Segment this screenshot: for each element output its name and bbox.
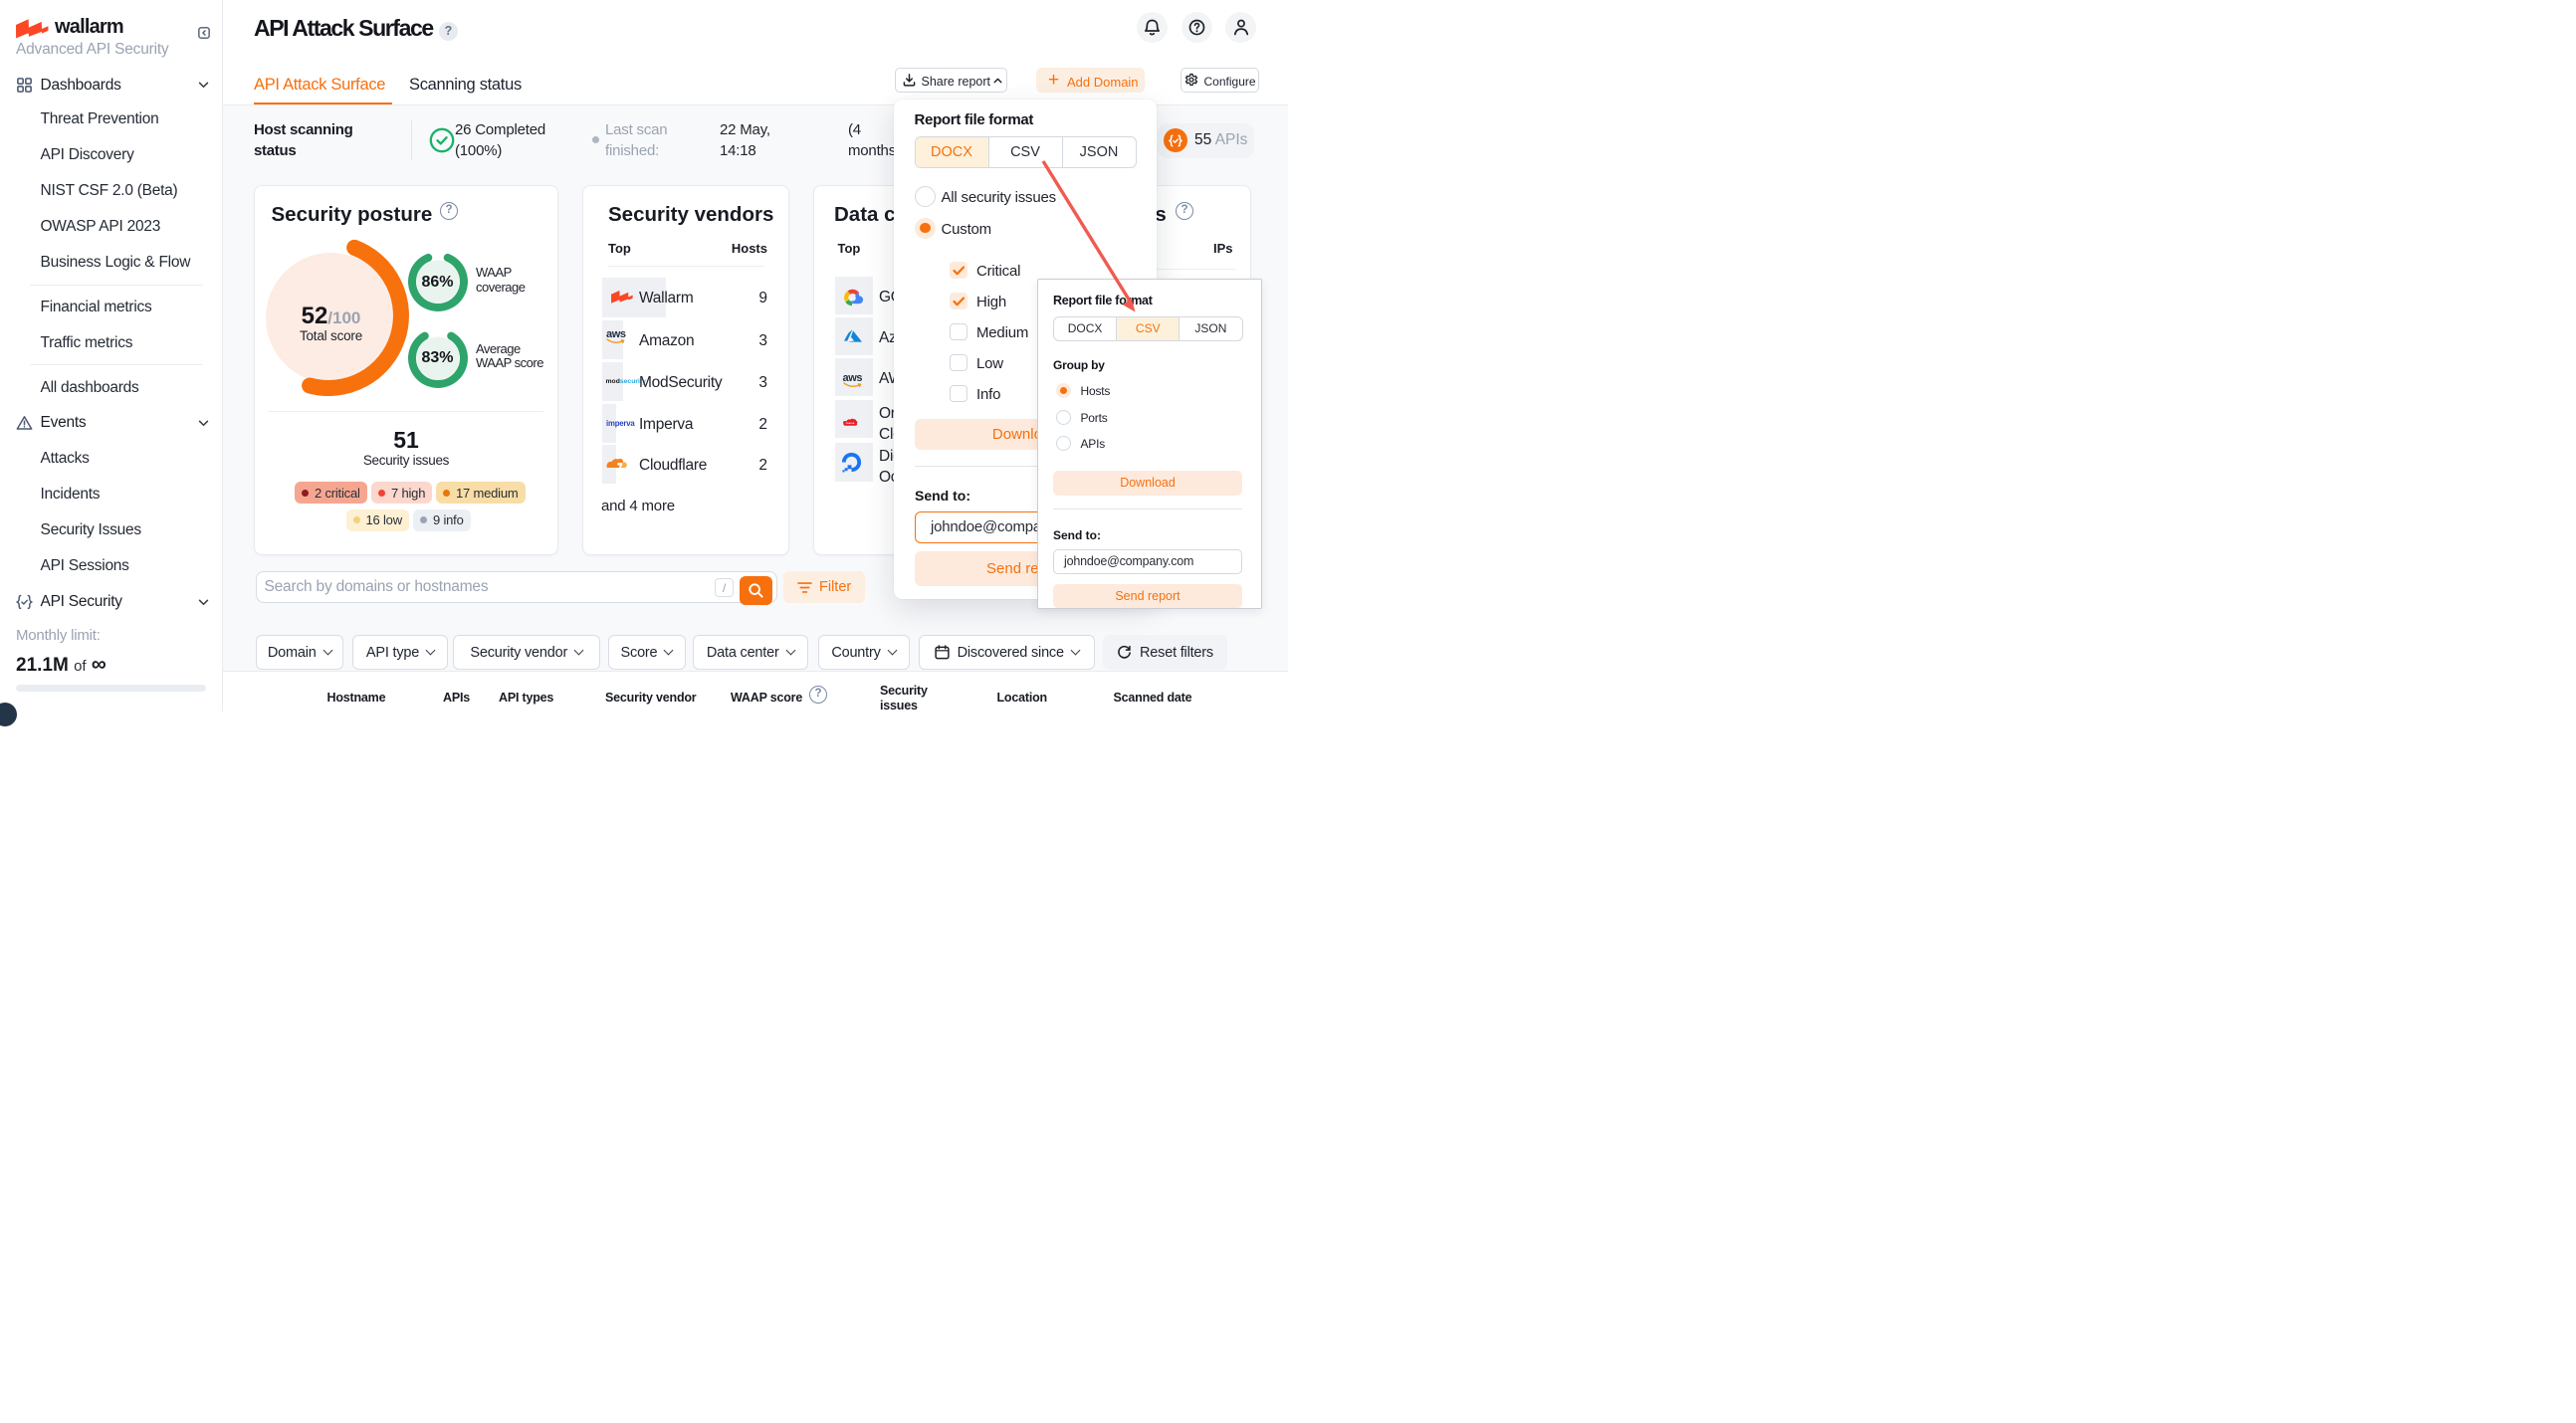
svg-text:ORACLE: ORACLE [845, 422, 854, 425]
